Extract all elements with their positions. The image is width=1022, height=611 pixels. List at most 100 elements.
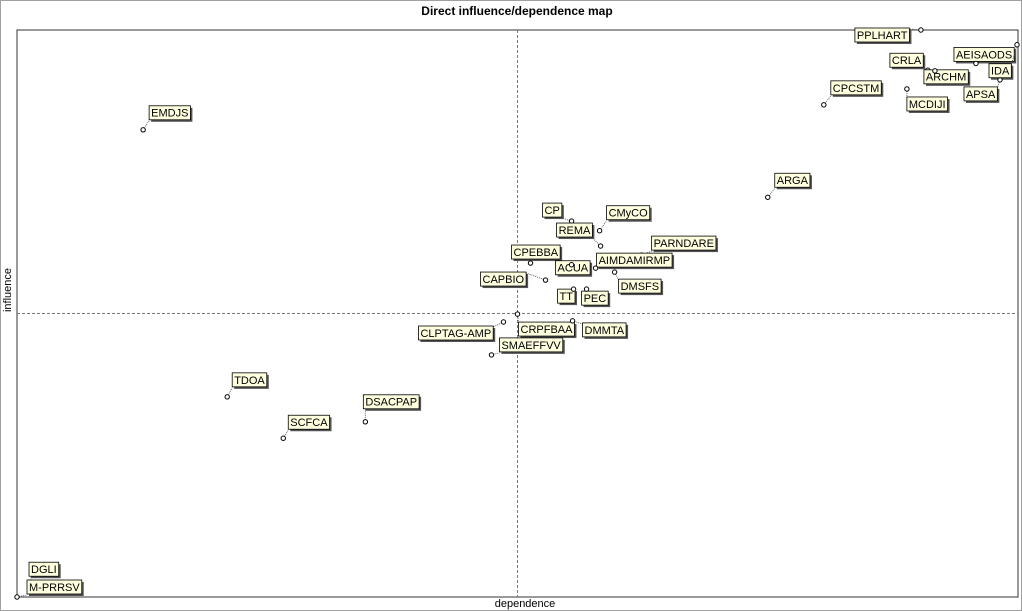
point bbox=[583, 286, 590, 292]
label-box bbox=[596, 252, 673, 268]
label-box bbox=[557, 288, 576, 304]
label-box bbox=[606, 205, 651, 221]
point-label: DMSFS bbox=[621, 281, 660, 293]
point-label: PARNDARE bbox=[654, 238, 714, 250]
y-axis-title: influence bbox=[2, 268, 14, 312]
point-label: REMA bbox=[559, 225, 591, 237]
label-box bbox=[963, 86, 998, 102]
label-box bbox=[511, 244, 561, 260]
label-box bbox=[889, 52, 924, 68]
leader-line bbox=[16, 594, 28, 598]
label-box bbox=[148, 105, 191, 121]
x-axis-title: dependence bbox=[495, 598, 556, 610]
point-label: CRLA bbox=[892, 55, 922, 67]
leader-line bbox=[491, 352, 500, 356]
point-label: DMMTA bbox=[585, 325, 625, 337]
point-label: TDOA bbox=[234, 375, 265, 387]
point-label: CP bbox=[545, 205, 560, 217]
point-label: CMyCO bbox=[609, 208, 649, 220]
label-box bbox=[854, 27, 910, 43]
leader-line bbox=[996, 79, 1001, 89]
point-label: SMAEFFVV bbox=[501, 340, 561, 352]
point-label: DGLI bbox=[31, 564, 57, 576]
point bbox=[568, 218, 575, 224]
leader-line bbox=[517, 314, 519, 324]
leader-line bbox=[572, 320, 583, 325]
point bbox=[997, 77, 1003, 83]
point-label: PEC bbox=[584, 293, 607, 305]
label-box bbox=[499, 337, 564, 353]
point-label: ARCHM bbox=[926, 72, 966, 84]
label-box bbox=[231, 372, 268, 388]
point bbox=[973, 60, 979, 67]
point-label: ACUA bbox=[558, 263, 589, 275]
leader-line bbox=[614, 271, 620, 281]
point bbox=[765, 194, 771, 200]
point-label: SCFCA bbox=[290, 417, 328, 429]
label-box bbox=[830, 80, 882, 96]
point-label: ARGA bbox=[777, 175, 809, 187]
label-box bbox=[518, 321, 575, 337]
label-box bbox=[418, 325, 494, 341]
point bbox=[224, 394, 230, 400]
point-label: M-PRRSV bbox=[29, 582, 80, 594]
label-box bbox=[906, 96, 948, 112]
point bbox=[597, 243, 604, 249]
point-label: CPCSTM bbox=[833, 83, 879, 95]
point bbox=[280, 435, 286, 441]
point bbox=[904, 86, 910, 92]
label-box bbox=[26, 579, 83, 595]
label-box bbox=[618, 278, 662, 294]
point bbox=[14, 594, 20, 600]
point bbox=[362, 419, 369, 425]
label-box bbox=[28, 561, 60, 577]
leader-line bbox=[1010, 44, 1018, 65]
leader-line bbox=[282, 429, 289, 439]
point bbox=[500, 319, 507, 325]
point-label: MCDIJI bbox=[909, 99, 946, 111]
point bbox=[140, 127, 146, 133]
point-label: CPEBBA bbox=[514, 247, 559, 259]
point-label: CRPFBAA bbox=[521, 324, 574, 336]
label-box bbox=[555, 260, 591, 276]
label-box bbox=[581, 290, 609, 306]
point bbox=[918, 27, 924, 33]
leader-line bbox=[226, 387, 233, 398]
point bbox=[570, 286, 577, 292]
leader-line bbox=[525, 272, 546, 281]
point bbox=[569, 318, 576, 324]
label-box bbox=[287, 414, 330, 430]
point bbox=[592, 265, 599, 271]
point bbox=[596, 228, 603, 234]
label-box bbox=[556, 222, 593, 238]
point-label: CAPBIO bbox=[483, 274, 525, 286]
point-label: CLPTAG-AMP bbox=[420, 328, 491, 340]
point bbox=[932, 68, 938, 74]
label-box bbox=[542, 202, 563, 218]
label-box bbox=[774, 172, 811, 188]
point-label: AIMDAMIRMP bbox=[599, 255, 671, 267]
label-box bbox=[582, 322, 627, 338]
point-label: AEISAODS bbox=[956, 49, 1012, 61]
point bbox=[821, 102, 827, 108]
point bbox=[568, 262, 575, 268]
point bbox=[611, 269, 618, 275]
point bbox=[542, 277, 549, 283]
leader-line bbox=[641, 250, 652, 256]
label-box bbox=[362, 394, 420, 410]
chart-title: Direct influence/dependence map bbox=[421, 4, 612, 18]
point-label: PPLHART bbox=[857, 30, 908, 42]
point-label: IDA bbox=[991, 66, 1010, 78]
point-label: TT bbox=[560, 291, 574, 303]
point-label: EMDJS bbox=[151, 108, 188, 120]
point bbox=[514, 311, 521, 317]
point bbox=[488, 352, 495, 358]
label-box bbox=[480, 271, 527, 287]
point bbox=[1014, 42, 1020, 48]
point bbox=[527, 260, 534, 266]
label-box bbox=[651, 235, 717, 251]
point-label: DSACPAP bbox=[365, 397, 417, 409]
point-label: APSA bbox=[966, 89, 996, 101]
